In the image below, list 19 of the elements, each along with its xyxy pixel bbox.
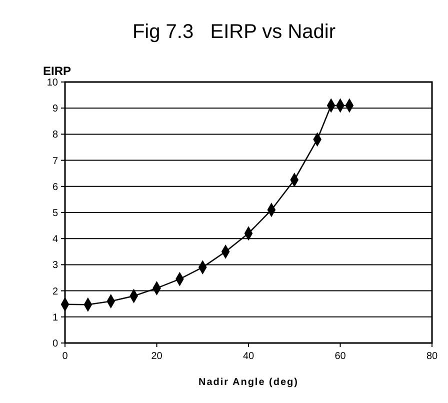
y-axis-title: EIRP: [43, 64, 72, 78]
y-tick-label: 5: [52, 208, 58, 219]
x-tick-label: 80: [426, 351, 438, 362]
y-tick-label: 8: [52, 130, 58, 141]
x-tick-label: 40: [242, 351, 254, 362]
x-tick-label: 0: [62, 351, 68, 362]
y-tick-label: 2: [52, 286, 58, 298]
y-tick-label: 9: [52, 104, 58, 115]
chart-title: Fig 7.3 EIRP vs Nadir: [132, 21, 336, 43]
y-tick-label: 3: [52, 260, 58, 272]
y-tick-label: 0: [52, 338, 58, 350]
x-tick-label: 60: [334, 351, 346, 362]
y-tick-label: 1: [52, 312, 58, 324]
y-tick-label: 10: [46, 78, 58, 88]
y-tick-label: 6: [52, 182, 58, 193]
y-tick-label: 7: [52, 156, 58, 167]
x-axis-title: Nadir Angle (deg): [198, 377, 298, 388]
x-tick-label: 20: [151, 351, 163, 362]
y-tick-label: 4: [52, 234, 58, 246]
